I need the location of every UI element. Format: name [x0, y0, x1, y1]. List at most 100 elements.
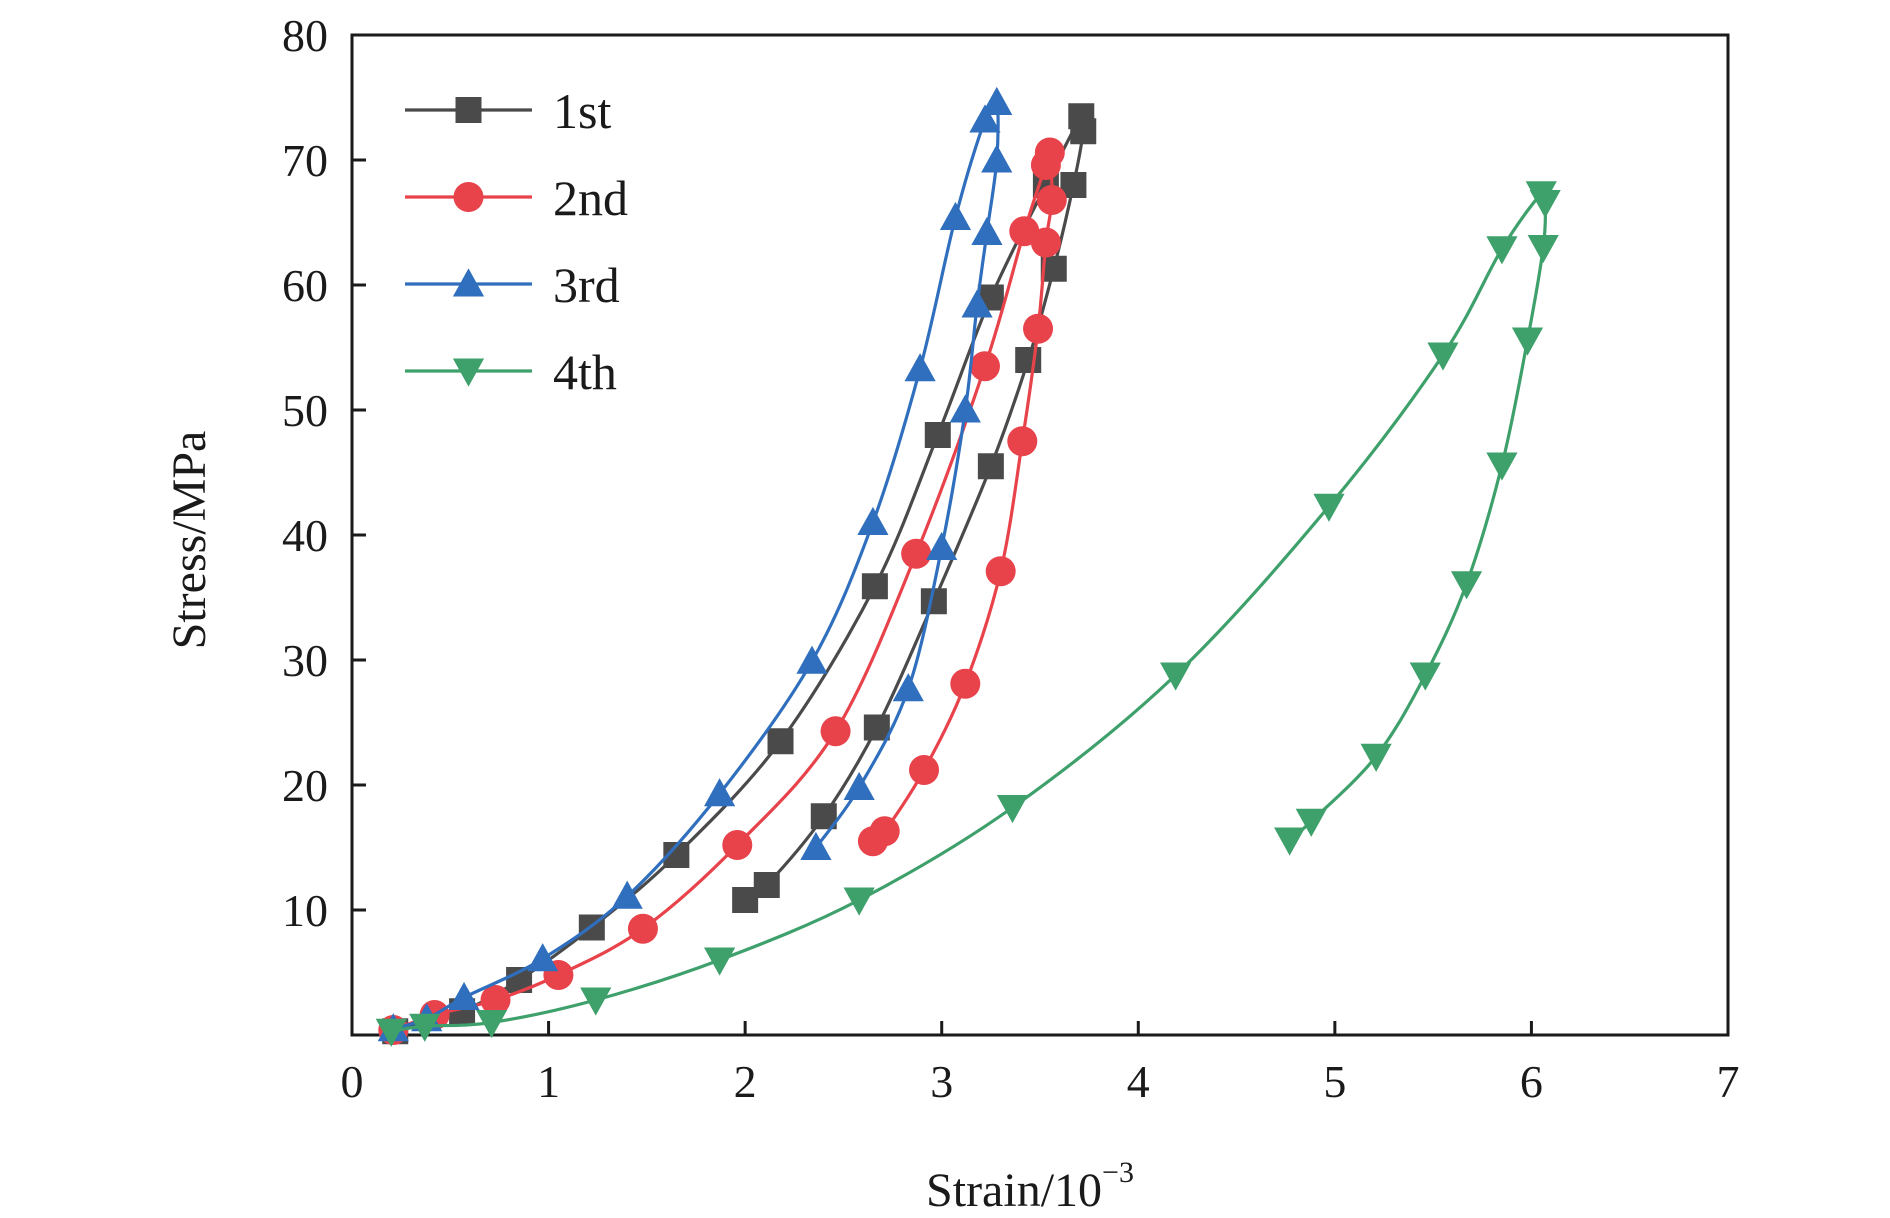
series-2-point — [1007, 426, 1038, 457]
series-4-point — [1360, 743, 1392, 772]
x-axis-title: Strain/10−3 — [926, 1156, 1134, 1217]
series-1-point — [977, 453, 1004, 480]
series-4-point — [1511, 327, 1544, 356]
series-2-point — [480, 985, 511, 1015]
series-2-point — [1034, 137, 1065, 168]
y-tick-label: 10 — [282, 885, 328, 936]
legend-marker — [452, 358, 485, 387]
series-4-point — [1450, 571, 1483, 600]
series-1-point — [861, 573, 888, 600]
series-2-point — [901, 538, 932, 569]
legend-item-3: 3rd — [405, 257, 620, 313]
legend-label: 1st — [553, 83, 611, 139]
series-4-point — [375, 1018, 407, 1047]
series-4-point — [843, 887, 875, 916]
legend-item-1: 1st — [405, 83, 611, 139]
series-3-point — [981, 144, 1013, 173]
series-2-point — [950, 668, 981, 699]
series-2-point — [627, 913, 658, 944]
series-2 — [378, 137, 1067, 1045]
series-4-point — [1527, 235, 1559, 264]
series-3-point — [904, 353, 936, 382]
series-3-point — [971, 216, 1003, 245]
series-3-point — [796, 645, 828, 674]
series-3-point — [981, 86, 1013, 115]
series-4-point — [475, 1010, 508, 1039]
y-tick-label: 60 — [282, 260, 328, 311]
legend-marker — [453, 182, 484, 212]
series-1 — [382, 103, 1097, 1045]
series-1-point — [732, 887, 759, 913]
x-tick-label: 1 — [537, 1056, 560, 1107]
series-1-point — [924, 422, 951, 448]
series-3-point — [527, 943, 559, 972]
series-3-point — [949, 394, 981, 423]
series-4-point — [409, 1013, 441, 1042]
legend-item-4: 4th — [405, 344, 617, 400]
series-4-point — [996, 795, 1029, 824]
legend-label: 2nd — [553, 170, 628, 226]
series-1-point — [863, 714, 890, 741]
x-tick-label: 7 — [1717, 1056, 1740, 1107]
series-2-point — [985, 556, 1016, 587]
y-tick-label: 20 — [282, 760, 328, 811]
y-tick-label: 30 — [282, 635, 328, 686]
series-1-point — [767, 728, 794, 755]
x-tick-label: 0 — [341, 1056, 364, 1107]
series-1-line — [394, 111, 1087, 1033]
series-4-point — [1409, 662, 1441, 691]
x-tick-label: 6 — [1520, 1056, 1543, 1107]
legend-marker — [455, 97, 482, 123]
series-1-point — [1015, 347, 1042, 373]
series-4-point — [1529, 190, 1561, 219]
series-3-point — [843, 771, 875, 800]
series-2-point — [1030, 227, 1061, 258]
series-3-point — [939, 201, 972, 230]
series-3-point — [926, 531, 958, 560]
y-tick-label: 40 — [282, 510, 328, 561]
x-axis-title-base: Strain/10 — [926, 1164, 1102, 1217]
series-4-point — [1486, 452, 1518, 481]
x-tick-label: 4 — [1127, 1056, 1150, 1107]
legend-item-2: 2nd — [405, 170, 628, 226]
x-tick-label: 3 — [930, 1056, 953, 1107]
series-3-point — [703, 778, 736, 807]
series-2-point — [722, 830, 753, 860]
series-3-point — [961, 289, 993, 318]
series-4 — [375, 181, 1561, 1047]
x-tick-label: 5 — [1323, 1056, 1346, 1107]
series-3-point — [857, 506, 889, 535]
series-4-point — [1295, 808, 1327, 837]
series-3-point — [969, 104, 1001, 133]
series-4-point — [1274, 827, 1306, 856]
x-axis-title-exponent: −3 — [1102, 1156, 1134, 1189]
series-2-line — [392, 148, 1054, 1032]
series-4-point — [1486, 236, 1518, 265]
series-2-point — [1023, 313, 1054, 344]
legend-label: 3rd — [553, 257, 620, 313]
series-4-point — [1313, 493, 1345, 522]
y-tick-label: 50 — [282, 385, 328, 436]
y-tick-label: 70 — [282, 135, 328, 186]
series-2-point — [1036, 185, 1067, 215]
series-4-point — [1160, 662, 1192, 691]
legend-marker — [452, 268, 485, 297]
series-3-point — [448, 981, 480, 1010]
y-axis-title: Stress/MPa — [163, 431, 216, 650]
x-tick-label: 2 — [734, 1056, 757, 1107]
series-2-point — [820, 716, 851, 747]
series-4-point — [1427, 342, 1459, 371]
legend-label: 4th — [553, 344, 617, 400]
series-2-point — [969, 351, 1000, 382]
y-tick-label: 80 — [282, 10, 328, 61]
series-4-point — [580, 987, 612, 1016]
series-3-point — [611, 880, 643, 909]
series-2-point — [857, 826, 888, 857]
series-2-point — [909, 755, 940, 785]
series-1-point — [1070, 118, 1097, 145]
series-3-point — [800, 831, 832, 860]
series-3 — [377, 86, 1013, 1042]
series-3-point — [892, 673, 924, 702]
series-4-point — [703, 947, 736, 976]
